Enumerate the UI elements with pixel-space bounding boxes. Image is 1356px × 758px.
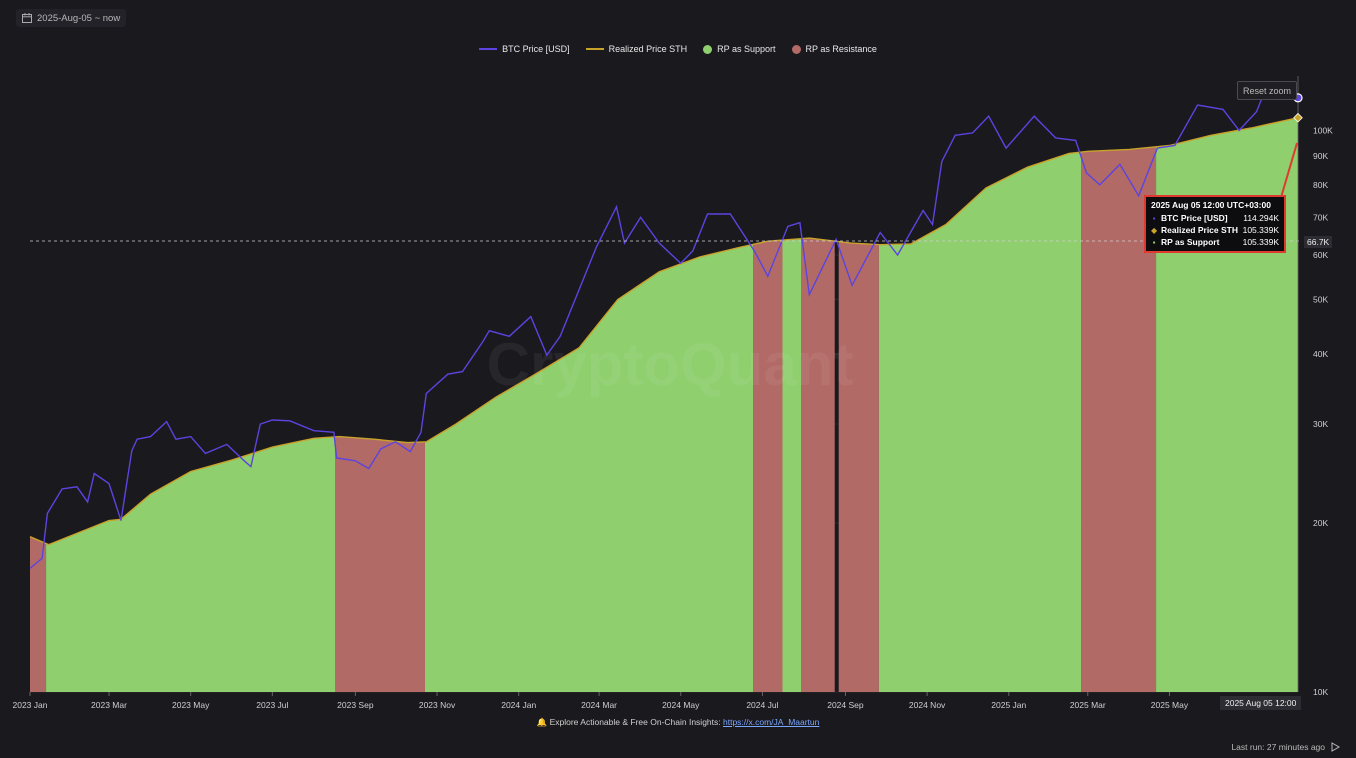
tooltip-label: RP as Support <box>1161 237 1220 247</box>
tooltip-value: 114.294K <box>1243 213 1279 223</box>
crosshair-x-date: 2025 Aug 05 12:00 <box>1220 696 1302 710</box>
legend-label-btc-price: BTC Price [USD] <box>502 44 570 54</box>
square-marker-icon: ▪ <box>1152 213 1156 223</box>
y-tick-label: 100K <box>1313 125 1333 135</box>
tooltip-value: 105.339K <box>1242 225 1279 235</box>
tooltip-label: BTC Price [USD] <box>1161 213 1228 223</box>
x-tick-label: 2024 May <box>662 700 700 710</box>
x-tick-label: 2023 May <box>172 700 210 710</box>
y-tick-label: 20K <box>1313 518 1328 528</box>
play-icon[interactable] <box>1331 742 1340 752</box>
chart-legend: BTC Price [USD] Realized Price STH RP as… <box>0 44 1356 54</box>
x-tick-label: 2024 Mar <box>581 700 617 710</box>
legend-item-realized-price-sth[interactable]: Realized Price STH <box>585 44 688 54</box>
x-tick-label: 2023 Sep <box>337 700 374 710</box>
footer-link[interactable]: https://x.com/JA_Maartun <box>723 717 820 727</box>
y-axis: 10K 20K 30K 40K 50K 60K 70K 80K 90K 100K <box>1313 125 1333 697</box>
tooltip-row-btc-price: ▪ BTC Price [USD] 114.294K <box>1151 212 1279 224</box>
y-tick-label: 50K <box>1313 294 1328 304</box>
realized-price-marker <box>1293 112 1303 123</box>
legend-swatch-rp-resistance <box>791 44 801 54</box>
tooltip-row-rp-support: ▪ RP as Support 105.339K <box>1151 236 1279 248</box>
reset-zoom-button[interactable]: Reset zoom <box>1237 81 1297 100</box>
y-tick-label: 90K <box>1313 151 1328 161</box>
tooltip-value: 105.339K <box>1242 237 1279 247</box>
x-tick-label: 2023 Mar <box>91 700 127 710</box>
x-tick-label: 2023 Jan <box>13 700 48 710</box>
x-tick-label: 2025 May <box>1151 700 1189 710</box>
legend-label-rp-resistance: RP as Resistance <box>805 44 877 54</box>
diamond-marker-icon: ◆ <box>1151 225 1158 235</box>
square-marker-icon: ▪ <box>1152 237 1156 247</box>
x-tick-label: 2024 Jan <box>501 700 536 710</box>
date-range-picker[interactable]: 2025-Aug-05 ~ now <box>16 9 127 27</box>
footer-text: Explore Actionable & Free On-Chain Insig… <box>549 717 723 727</box>
date-range-label: 2025-Aug-05 ~ now <box>37 12 121 24</box>
footer: 🔔 Explore Actionable & Free On-Chain Ins… <box>0 717 1356 728</box>
last-run-text: Last run: 27 minutes ago <box>1231 742 1325 752</box>
x-tick-label: 2024 Nov <box>909 700 946 710</box>
legend-item-btc-price[interactable]: BTC Price [USD] <box>479 44 570 54</box>
y-tick-label: 70K <box>1313 212 1328 222</box>
tooltip-title: 2025 Aug 05 12:00 UTC+03:00 <box>1151 200 1271 210</box>
legend-swatch-realized-price-sth <box>585 48 604 50</box>
support-band <box>1156 76 1298 692</box>
x-tick-label: 2024 Jul <box>746 700 778 710</box>
series-line-realized-price-sth <box>29 117 1299 546</box>
legend-swatch-btc-price <box>479 48 498 50</box>
x-tick-label: 2023 Jul <box>256 700 288 710</box>
resistance-band <box>1081 76 1157 692</box>
y-tick-label: 80K <box>1313 180 1328 190</box>
tooltip-row-realized-price-sth: ◆ Realized Price STH 105.339K <box>1151 224 1279 236</box>
calendar-icon <box>22 13 32 23</box>
legend-item-rp-support[interactable]: RP as Support <box>703 44 776 54</box>
x-tick-label: 2024 Sep <box>827 700 864 710</box>
y-tick-label: 60K <box>1313 250 1328 260</box>
watermark: CryptoQuant <box>487 331 854 398</box>
legend-item-rp-resistance[interactable]: RP as Resistance <box>791 44 877 54</box>
y-tick-label: 40K <box>1313 349 1328 359</box>
last-run-status: Last run: 27 minutes ago <box>1231 742 1340 752</box>
x-tick-label: 2023 Nov <box>419 700 456 710</box>
chart-tooltip: 2025 Aug 05 12:00 UTC+03:00 ▪ BTC Price … <box>1144 195 1286 253</box>
legend-label-rp-support: RP as Support <box>717 44 776 54</box>
x-tick-label: 2025 Jan <box>991 700 1026 710</box>
area-above-rp-mask <box>30 76 1298 545</box>
y-tick-label: 30K <box>1313 419 1328 429</box>
y-tick-label: 10K <box>1313 687 1328 697</box>
x-axis: 2023 Jan 2023 Mar 2023 May 2023 Jul 2023 Sep… <box>13 692 1189 710</box>
bell-icon: 🔔 <box>536 717 548 727</box>
legend-swatch-rp-support <box>703 44 713 54</box>
series-line-btc-price <box>29 80 1299 569</box>
x-tick-label: 2025 Mar <box>1070 700 1106 710</box>
crosshair-y-value: 66.7K <box>1304 236 1333 248</box>
tooltip-label: Realized Price STH <box>1161 225 1239 235</box>
legend-label-realized-price-sth: Realized Price STH <box>608 44 688 54</box>
